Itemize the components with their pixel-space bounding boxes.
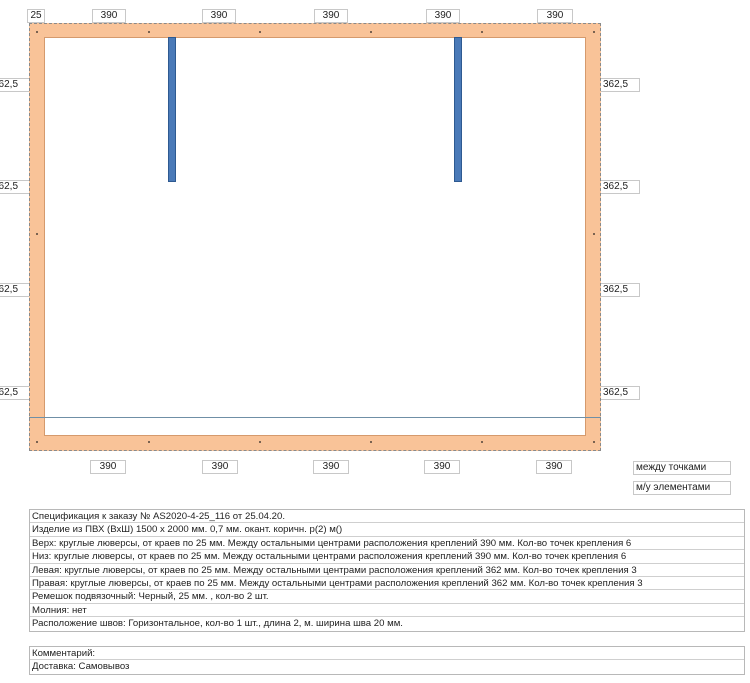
eyelet-dot [259,441,261,443]
left-dim-label: 362,5 [0,180,30,194]
spec-row: Левая: круглые люверсы, от краев по 25 м… [30,564,744,577]
spec-row: Изделие из ПВХ (ВхШ) 1500 x 2000 мм. 0,7… [30,523,744,537]
eyelet-dot [36,441,38,443]
eyelet-dot [593,233,595,235]
bottom-dim-label: 390 [202,460,238,474]
eyelet-dot [36,233,38,235]
eyelet-dot [481,441,483,443]
eyelet-dot [370,31,372,33]
top-dim-label: 390 [92,9,126,23]
spec-row: Расположение швов: Горизонтальное, кол-в… [32,618,403,630]
legend-between-elements: м/у элементами [633,481,731,495]
right-dim-label: 362,5 [600,78,640,92]
top-dim-label: 390 [426,9,460,23]
specification-table: Спецификация к заказу № AS2020-4-25_116 … [29,509,745,632]
eyelet-dot [593,441,595,443]
left-dim-label: 362,5 [0,283,30,297]
comment-table: Комментарий: Доставка: Самовывоз [29,646,745,675]
spec-row: Низ: круглые люверсы, от краев по 25 мм.… [30,550,744,564]
eyelet-dot [593,31,595,33]
spec-row: Верх: круглые люверсы, от краев по 25 мм… [30,537,744,551]
spec-row: Ремешок подвязочный: Черный, 25 мм. , ко… [30,590,744,604]
tie-strap [168,37,176,182]
comment-label: Комментарий: [30,647,744,661]
eyelet-dot [36,31,38,33]
bottom-dim-label: 390 [536,460,572,474]
left-dim-label: 362,5 [0,78,30,92]
eyelet-dot [370,441,372,443]
right-dim-label: 362,5 [600,180,640,194]
eyelet-dot [481,31,483,33]
spec-row: Правая: круглые люверсы, от краев по 25 … [30,577,744,591]
bottom-dim-label: 390 [90,460,126,474]
eyelet-dot [148,31,150,33]
bottom-dim-label: 390 [424,460,460,474]
top-dim-label: 390 [537,9,573,23]
tie-strap [454,37,462,182]
legend-between-points: между точками [633,461,731,475]
right-dim-label: 362,5 [600,283,640,297]
left-dim-label: 362,5 [0,386,30,400]
spec-row: Молния: нет [30,604,744,618]
delivery-row: Доставка: Самовывоз [32,661,130,673]
eyelet-dot [259,31,261,33]
spec-title: Спецификация к заказу № AS2020-4-25_116 … [30,510,744,524]
bottom-dim-label: 390 [313,460,349,474]
top-dim-label-edge: 25 [27,9,45,23]
top-dim-label: 390 [202,9,236,23]
top-dim-label: 390 [314,9,348,23]
product-panel [44,37,586,436]
horizontal-seam [29,417,601,418]
eyelet-dot [148,441,150,443]
right-dim-label: 362,5 [600,386,640,400]
